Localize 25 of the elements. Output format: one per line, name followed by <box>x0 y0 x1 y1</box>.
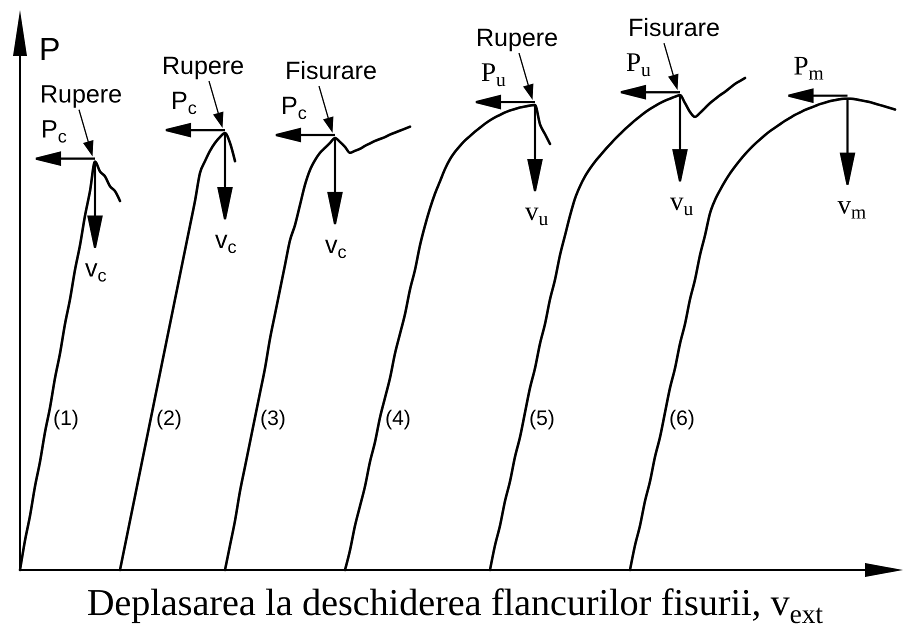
annotation: P$_{c}$ <box>41 116 67 147</box>
annotation: P$_{c}$ <box>281 92 307 124</box>
annotation: v$_{u}$ <box>525 196 548 230</box>
annotation: Rupere <box>162 52 244 80</box>
annotation: P$_{u}$ <box>626 47 652 82</box>
annotation: v$_{u}$ <box>670 186 694 221</box>
text: Fisurare <box>628 14 720 42</box>
annotation: Fisurare <box>285 57 377 86</box>
series-label: (1) <box>53 407 79 430</box>
series-label: (3) <box>260 407 286 430</box>
y-axis-title: P <box>39 31 60 67</box>
series-label: (2) <box>156 407 182 430</box>
text: Rupere <box>476 24 558 52</box>
x-axis-title: Deplasarea la deschiderea flancurilor fisurii, v$_{ext}$ <box>86 582 824 626</box>
annotation: v$_{m}$ <box>838 190 866 224</box>
annotation: Rupere <box>40 80 122 109</box>
annotation: P$_{u}$ <box>481 57 506 92</box>
series-label: (5) <box>529 407 555 430</box>
annotation: v$_{c}$ <box>215 226 236 258</box>
annotation: v$_{c}$ <box>325 231 346 262</box>
series-label: (4) <box>385 407 411 430</box>
annotation: P$_{m}$ <box>794 50 824 85</box>
series-label: (6) <box>669 407 695 430</box>
annotation: P$_{c}$ <box>171 87 197 118</box>
annotation: v$_{c}$ <box>85 254 106 286</box>
